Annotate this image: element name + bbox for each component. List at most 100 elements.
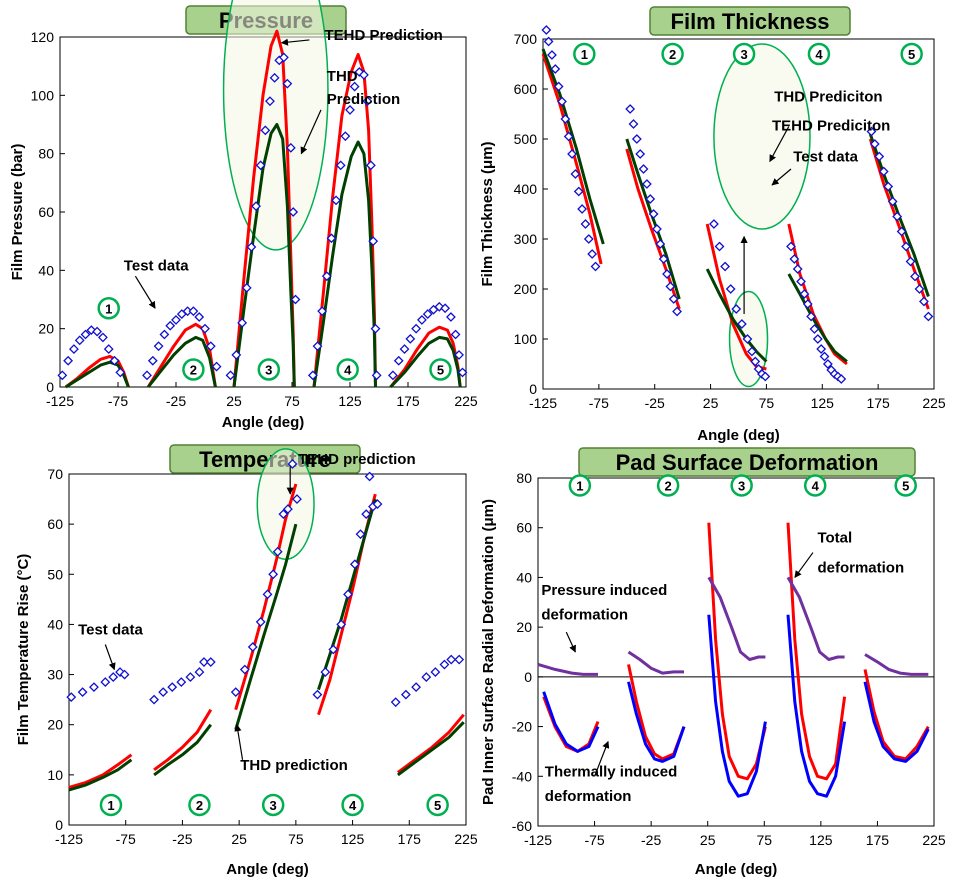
series-line-thermal_def-pad-4 [786, 614, 847, 798]
y-tick-label: 40 [516, 569, 532, 585]
annotation-text: THD prediction [240, 757, 348, 774]
test-data-point [69, 344, 79, 355]
pad-marker [188, 793, 211, 817]
annotation-text: Pressure induced [541, 582, 667, 599]
test-data-point [268, 569, 279, 580]
y-tick-label: 120 [31, 29, 55, 45]
y-tick-label: 30 [47, 667, 63, 683]
test-data-point [349, 81, 360, 92]
y-axis-label: Pad Inner Surface Radial Deformation (μm… [480, 499, 497, 805]
pad-marker-label: 3 [270, 798, 277, 813]
x-axis-label: Angle (deg) [697, 427, 780, 444]
x-tick-label: 25 [700, 832, 716, 848]
y-tick-label: 80 [516, 470, 532, 486]
test-data-point [454, 654, 465, 665]
series-line-thd-pad-1 [68, 758, 133, 792]
test-data-point [335, 160, 346, 171]
test-data-point [563, 131, 574, 142]
test-data-point [343, 589, 353, 600]
test-data-point [362, 96, 373, 107]
test-data-point [731, 304, 742, 314]
pad-marker [257, 358, 281, 381]
x-tick-label: 75 [288, 831, 304, 847]
test-data-point [359, 69, 369, 80]
annotation-arrow [794, 552, 814, 579]
series-line-tehd-pad-2 [146, 322, 217, 388]
test-data-point [255, 617, 266, 627]
annotation-text: Test data [124, 257, 189, 274]
test-data-point [399, 344, 410, 355]
test-data-point [282, 504, 293, 515]
y-tick-label: 60 [38, 204, 54, 220]
pad-marker-label: 2 [664, 478, 671, 493]
test-data-point [714, 241, 725, 252]
test-data-point [251, 201, 261, 212]
x-tick-label: 175 [866, 832, 890, 848]
test-data-point [587, 249, 598, 259]
test-data-point [450, 329, 461, 340]
y-tick-label: 20 [47, 717, 63, 733]
test-data-point [655, 239, 666, 249]
x-tick-label: -25 [641, 832, 661, 848]
y-tick-label: 700 [514, 31, 538, 47]
test-data-point [901, 241, 911, 252]
test-data-point [883, 181, 894, 192]
test-data-point [557, 96, 567, 107]
series-line-thd-pad-4 [317, 498, 377, 691]
test-data-point [194, 667, 205, 677]
test-data-point [799, 289, 810, 299]
test-data-point [543, 36, 554, 47]
test-data-point [103, 344, 114, 355]
x-tick-label: 25 [226, 393, 242, 409]
annotation-arrow [104, 644, 116, 671]
test-data-point [364, 471, 375, 482]
pad-marker-label: 2 [196, 798, 203, 813]
series-line-thd-pad-5 [397, 721, 465, 777]
test-data-point [119, 669, 130, 680]
series-line-thd-pad-2 [153, 723, 212, 777]
pad-marker [573, 42, 596, 66]
x-tick-label: -25 [172, 831, 192, 847]
test-data-point [158, 687, 169, 698]
test-data-point [421, 672, 432, 682]
series-line-pressure_def-pad-1 [537, 662, 598, 676]
test-data-point [74, 335, 85, 346]
test-data-point [887, 196, 898, 207]
x-tick-label: 75 [756, 832, 772, 848]
x-tick-label: -75 [108, 393, 128, 409]
y-tick-label: 100 [514, 331, 538, 347]
test-data-point [340, 131, 351, 142]
test-data-point [108, 672, 119, 682]
y-tick-label: 400 [514, 181, 538, 197]
test-data-point [836, 374, 847, 384]
test-data-point [147, 355, 158, 366]
pad-marker [426, 793, 449, 817]
y-tick-label: 200 [514, 281, 538, 297]
test-data-point [282, 78, 293, 89]
series-line-thd-pad-3 [234, 523, 298, 731]
series-line-thd-pad-2 [147, 335, 217, 388]
test-data-point [372, 499, 383, 510]
pad-marker [894, 474, 917, 497]
x-axis-label: Angle (deg) [226, 861, 309, 878]
series-line-thd-pad-5 [389, 335, 462, 389]
y-tick-label: 0 [55, 817, 63, 833]
x-tick-label: 25 [231, 831, 247, 847]
test-data-point [230, 687, 241, 698]
annotation-text: deformation [817, 559, 904, 576]
test-data-point [547, 50, 557, 60]
pad-marker [429, 358, 452, 381]
y-tick-label: 40 [47, 616, 63, 632]
y-tick-label: 60 [516, 520, 532, 536]
test-data-point [388, 370, 398, 381]
test-data-point [923, 311, 934, 322]
series-line-tehd-pad-1 [68, 753, 133, 789]
test-data-point [171, 314, 181, 325]
y-tick-label: 10 [47, 767, 63, 783]
x-tick-label: 225 [922, 832, 946, 848]
x-tick-label: 175 [866, 395, 890, 411]
pad-marker-label: 3 [738, 478, 745, 493]
pad-marker [568, 474, 592, 497]
test-data-point [792, 264, 803, 274]
series-line-pressure_def-pad-4 [786, 576, 845, 661]
